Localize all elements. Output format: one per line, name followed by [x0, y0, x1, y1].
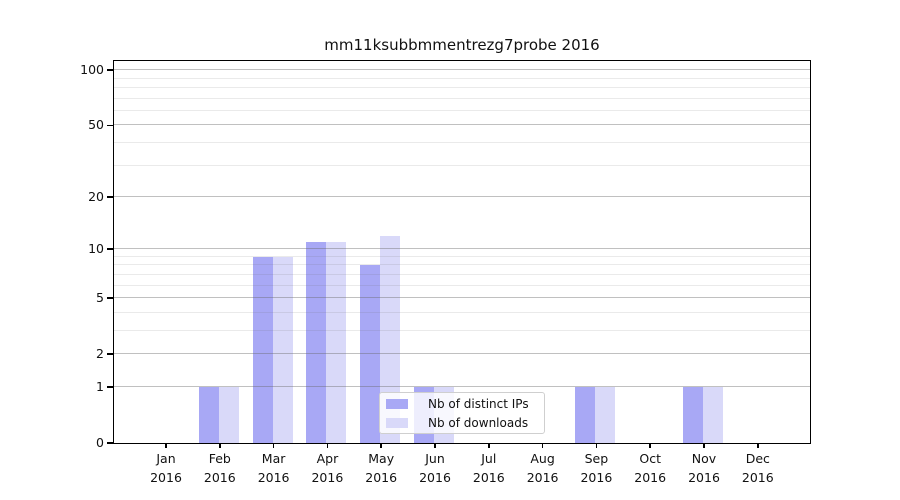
- x-tick-mark: [434, 443, 436, 448]
- x-tick-year: 2016: [150, 470, 182, 485]
- bar-downloads-feb: [218, 387, 239, 443]
- bar-distinct-ips-sep: [575, 387, 596, 443]
- gridline-minor: [114, 329, 810, 331]
- distinct-ips-swatch: [386, 398, 408, 409]
- x-tick-mark: [488, 443, 490, 448]
- gridline-major: [114, 297, 810, 299]
- bar-downloads-may: [380, 235, 401, 443]
- gridline-minor: [114, 164, 810, 166]
- y-tick-mark: [107, 196, 114, 198]
- bar-downloads-apr: [326, 242, 347, 443]
- x-tick-label-jun: Jun 2016: [407, 449, 463, 487]
- x-tick-mark: [380, 443, 382, 448]
- chart-title: mm11ksubbmmentrezg7probe 2016: [324, 36, 600, 54]
- x-tick-year: 2016: [580, 470, 613, 485]
- bar-distinct-ips-nov: [683, 387, 703, 443]
- gridline-major: [114, 386, 810, 387]
- y-tick-mark: [107, 386, 114, 388]
- x-tick-mark: [219, 443, 221, 448]
- bar-distinct-ips-mar: [252, 256, 273, 443]
- gridline-minor: [114, 77, 810, 79]
- x-tick-year: 2016: [472, 470, 505, 485]
- x-tick-mark: [649, 443, 651, 448]
- x-tick-label-sep: Sep 2016: [568, 449, 624, 487]
- y-tick-label: 1: [96, 378, 104, 394]
- gridline-minor: [114, 97, 810, 99]
- y-tick-label: 5: [96, 290, 104, 306]
- y-tick-label: 50: [88, 117, 104, 133]
- downloads-swatch: [386, 417, 408, 428]
- gridline-major: [114, 69, 810, 71]
- bar-distinct-ips-apr: [306, 242, 327, 443]
- x-tick-year: 2016: [688, 470, 720, 485]
- plot-area: Nb of distinct IPs Nb of downloads: [114, 61, 810, 443]
- legend-item-distinct-ips: Nb of distinct IPs: [386, 397, 538, 411]
- gridline-major: [114, 196, 810, 197]
- gridline-minor: [114, 109, 810, 111]
- bar-downloads-nov: [703, 387, 723, 443]
- x-tick-label-jan: Jan 2016: [138, 449, 194, 487]
- x-tick-mark: [326, 443, 329, 448]
- gridline-major: [114, 248, 810, 250]
- bar-distinct-ips-may: [360, 265, 381, 443]
- x-tick-label-nov: Nov 2016: [676, 449, 732, 487]
- x-tick-label-jul: Jul 2016: [461, 449, 517, 487]
- gridline-major: [114, 353, 810, 355]
- x-tick-year: 2016: [419, 470, 451, 485]
- x-tick-mark: [595, 443, 598, 448]
- legend-item-downloads: Nb of downloads: [386, 416, 538, 430]
- bar-distinct-ips-feb: [198, 387, 219, 443]
- x-tick-mark: [272, 443, 275, 448]
- x-tick-year: 2016: [634, 470, 667, 485]
- x-tick-year: 2016: [203, 470, 236, 485]
- y-tick-label: 100: [80, 62, 104, 78]
- x-tick-year: 2016: [741, 470, 774, 485]
- gridline-minor: [114, 141, 810, 143]
- gridline-major: [114, 124, 810, 126]
- x-tick-mark: [541, 443, 544, 448]
- bar-downloads-mar: [272, 256, 293, 443]
- y-tick-label: 10: [88, 241, 104, 257]
- x-tick-year: 2016: [526, 470, 559, 485]
- gridline-minor: [114, 273, 810, 275]
- legend-label-distinct-ips: Nb of distinct IPs: [428, 396, 529, 411]
- legend-label-downloads: Nb of downloads: [428, 415, 529, 430]
- y-tick-mark: [107, 69, 114, 71]
- x-tick-mark: [703, 443, 705, 448]
- y-tick-label: 0: [96, 435, 104, 450]
- y-tick-mark: [107, 248, 114, 250]
- y-tick-label: 20: [88, 188, 104, 204]
- x-tick-label-dec: Dec 2016: [730, 449, 786, 487]
- x-tick-year: 2016: [257, 470, 290, 485]
- gridline-minor: [114, 86, 810, 88]
- x-tick-label-apr: Apr 2016: [299, 449, 355, 487]
- y-tick-mark: [107, 442, 114, 444]
- x-tick-label-may: May 2016: [353, 449, 409, 487]
- x-tick-label-mar: Mar 2016: [246, 449, 302, 487]
- gridline-minor: [114, 255, 810, 257]
- x-tick-year: 2016: [365, 470, 398, 485]
- x-tick-year: 2016: [311, 470, 344, 485]
- y-tick-mark: [107, 353, 114, 355]
- gridline-minor: [114, 284, 810, 286]
- x-tick-label-aug: Aug 2016: [515, 449, 571, 487]
- gridline-minor: [114, 264, 810, 266]
- y-tick-label: 2: [96, 346, 104, 362]
- gridline-minor: [114, 311, 810, 313]
- y-tick-mark: [107, 124, 114, 127]
- bar-downloads-sep: [595, 387, 616, 443]
- x-tick-mark: [165, 443, 167, 448]
- x-tick-mark: [757, 443, 759, 448]
- x-tick-label-feb: Feb 2016: [192, 449, 248, 487]
- legend: Nb of distinct IPs Nb of downloads: [379, 392, 545, 434]
- y-tick-mark: [107, 297, 114, 299]
- x-tick-label-oct: Oct 2016: [622, 449, 678, 487]
